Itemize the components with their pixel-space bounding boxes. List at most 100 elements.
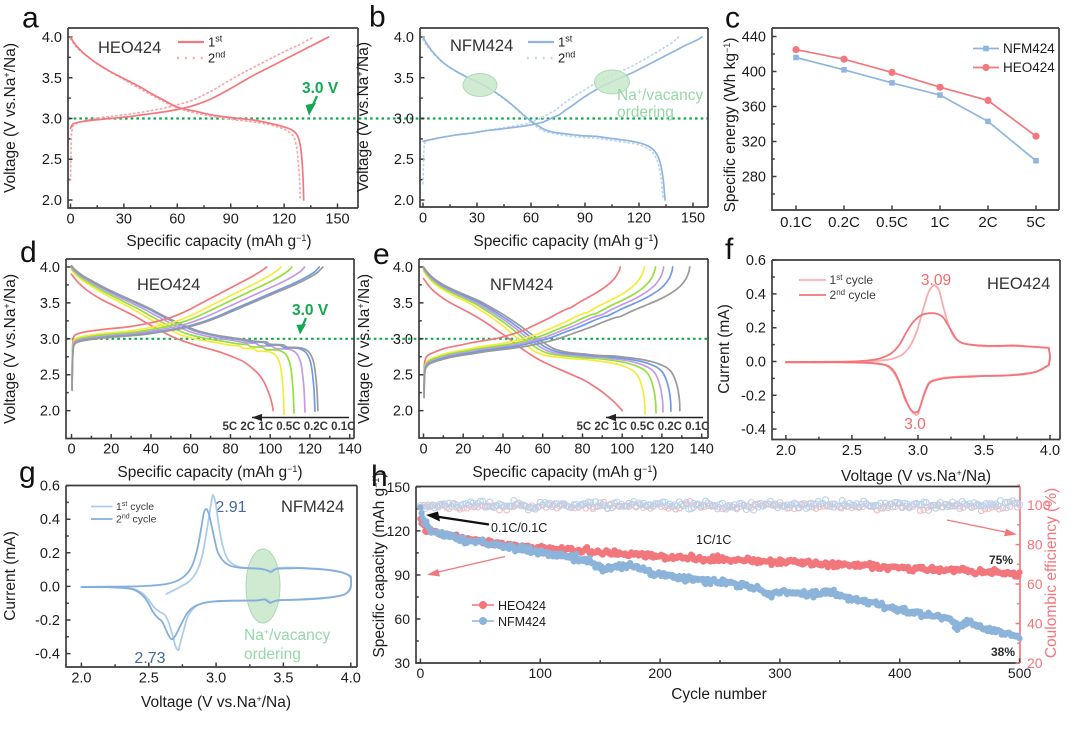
- svg-text:-0.4: -0.4: [741, 422, 766, 438]
- svg-text:e: e: [373, 238, 390, 271]
- svg-text:2.5: 2.5: [842, 443, 862, 459]
- svg-text:40: 40: [143, 442, 159, 458]
- svg-text:ordering: ordering: [617, 104, 674, 121]
- svg-text:90: 90: [223, 212, 239, 228]
- svg-text:280: 280: [742, 170, 766, 186]
- svg-text:80: 80: [1027, 537, 1043, 553]
- svg-text:Current (mA): Current (mA): [716, 304, 733, 394]
- svg-text:40: 40: [495, 442, 511, 458]
- svg-text:Voltage (V vs.Na+/Na): Voltage (V vs.Na+/Na): [841, 468, 991, 485]
- svg-text:HEO424: HEO424: [987, 275, 1050, 293]
- svg-text:a: a: [22, 2, 39, 35]
- svg-text:0.2: 0.2: [746, 321, 766, 337]
- svg-text:0.6: 0.6: [40, 479, 60, 495]
- svg-text:1st​: 1st​: [558, 34, 573, 50]
- svg-text:150: 150: [681, 211, 705, 227]
- svg-text:3.0 V: 3.0 V: [302, 80, 339, 97]
- svg-text:HEO424: HEO424: [137, 276, 200, 294]
- svg-text:Current (mA): Current (mA): [2, 531, 19, 621]
- svg-text:300: 300: [768, 665, 792, 681]
- svg-text:2nd cycle: 2nd cycle: [830, 288, 877, 302]
- svg-text:2nd​: 2nd​: [208, 50, 225, 66]
- svg-text:3.5: 3.5: [42, 71, 62, 87]
- svg-text:2.0: 2.0: [40, 404, 60, 420]
- svg-text:Na+/vacancy: Na+/vacancy: [244, 627, 331, 644]
- svg-text:-0.2: -0.2: [741, 388, 766, 404]
- svg-text:3.0 V: 3.0 V: [292, 302, 329, 319]
- svg-text:400: 400: [742, 65, 766, 81]
- svg-text:4.0: 4.0: [393, 260, 413, 276]
- svg-text:0: 0: [419, 211, 427, 227]
- svg-text:0.0: 0.0: [40, 579, 60, 595]
- svg-text:20: 20: [1027, 655, 1043, 671]
- svg-text:0: 0: [67, 442, 75, 458]
- svg-text:3.5: 3.5: [273, 671, 293, 687]
- svg-text:4.0: 4.0: [42, 30, 62, 46]
- svg-text:3.0: 3.0: [904, 416, 926, 433]
- svg-text:3.0: 3.0: [394, 112, 414, 128]
- svg-text:Specific energy (Wh kg−1): Specific energy (Wh kg−1): [722, 38, 739, 213]
- svg-text:60: 60: [523, 211, 539, 227]
- svg-text:0.4: 0.4: [40, 512, 60, 528]
- svg-text:60: 60: [1027, 576, 1043, 592]
- svg-text:140: 140: [338, 442, 362, 458]
- svg-text:120: 120: [272, 212, 296, 228]
- svg-text:1C: 1C: [930, 214, 949, 231]
- svg-text:0: 0: [419, 442, 427, 458]
- svg-text:HEO424: HEO424: [1003, 60, 1055, 75]
- svg-text:1st cycle: 1st cycle: [830, 273, 874, 287]
- svg-text:Na+/vacancy: Na+/vacancy: [617, 87, 704, 104]
- svg-text:Voltage (V vs.Na+/Na): Voltage (V vs.Na+/Na): [2, 43, 19, 193]
- svg-text:80: 80: [222, 442, 238, 458]
- svg-text:0.2: 0.2: [40, 546, 60, 562]
- svg-text:Specific capacity (mAh g−1): Specific capacity (mAh g−1): [472, 464, 657, 481]
- svg-text:-0.4: -0.4: [35, 647, 60, 663]
- svg-text:0.0: 0.0: [746, 355, 766, 371]
- svg-text:0: 0: [66, 212, 74, 228]
- svg-text:2.5: 2.5: [139, 671, 159, 687]
- svg-text:1C/1C: 1C/1C: [696, 533, 731, 547]
- svg-text:NFM424: NFM424: [498, 615, 546, 629]
- svg-text:3.09: 3.09: [921, 272, 951, 289]
- svg-text:3.0: 3.0: [393, 332, 413, 348]
- svg-text:400: 400: [888, 665, 912, 681]
- svg-text:4.0: 4.0: [40, 260, 60, 276]
- svg-text:120: 120: [387, 523, 411, 539]
- svg-text:38%: 38%: [991, 645, 1015, 659]
- svg-text:d: d: [20, 236, 37, 269]
- svg-text:2.0: 2.0: [71, 671, 91, 687]
- svg-text:2.5: 2.5: [393, 368, 413, 384]
- svg-text:0.4: 0.4: [746, 287, 766, 303]
- svg-text:Specific capacity (mAh g−1): Specific capacity (mAh g−1): [117, 464, 302, 481]
- svg-text:-0.2: -0.2: [35, 613, 60, 629]
- svg-text:0.2C: 0.2C: [828, 214, 860, 231]
- svg-text:2.5: 2.5: [40, 368, 60, 384]
- svg-text:3.5: 3.5: [974, 443, 994, 459]
- svg-text:Specific capacity (mAh g−1): Specific capacity (mAh g−1): [371, 472, 388, 657]
- svg-text:Specific capacity (mAh g−1): Specific capacity (mAh g−1): [473, 233, 658, 250]
- svg-text:30: 30: [116, 212, 132, 228]
- svg-text:150: 150: [325, 212, 349, 228]
- svg-text:NFM424: NFM424: [450, 37, 513, 55]
- svg-text:75%: 75%: [989, 553, 1013, 567]
- svg-text:2.73: 2.73: [134, 650, 165, 667]
- svg-text:h: h: [371, 460, 388, 493]
- svg-text:60: 60: [535, 442, 551, 458]
- svg-text:Voltage (V vs.Na+/Na): Voltage (V vs.Na+/Na): [356, 274, 373, 424]
- svg-text:0: 0: [417, 665, 425, 681]
- svg-text:2nd cycle: 2nd cycle: [116, 514, 157, 526]
- svg-text:g: g: [19, 456, 36, 489]
- svg-text:90: 90: [577, 211, 593, 227]
- svg-text:90: 90: [394, 567, 410, 583]
- svg-text:120: 120: [627, 211, 651, 227]
- svg-text:2.91: 2.91: [215, 499, 246, 516]
- svg-text:100: 100: [529, 665, 553, 681]
- svg-text:20: 20: [455, 442, 471, 458]
- svg-text:140: 140: [690, 442, 714, 458]
- svg-text:320: 320: [742, 135, 766, 151]
- svg-text:HEO424: HEO424: [498, 599, 546, 613]
- svg-text:3.0: 3.0: [206, 671, 226, 687]
- svg-text:NFM424: NFM424: [490, 276, 553, 294]
- svg-text:2.0: 2.0: [776, 443, 796, 459]
- svg-text:3.5: 3.5: [393, 296, 413, 312]
